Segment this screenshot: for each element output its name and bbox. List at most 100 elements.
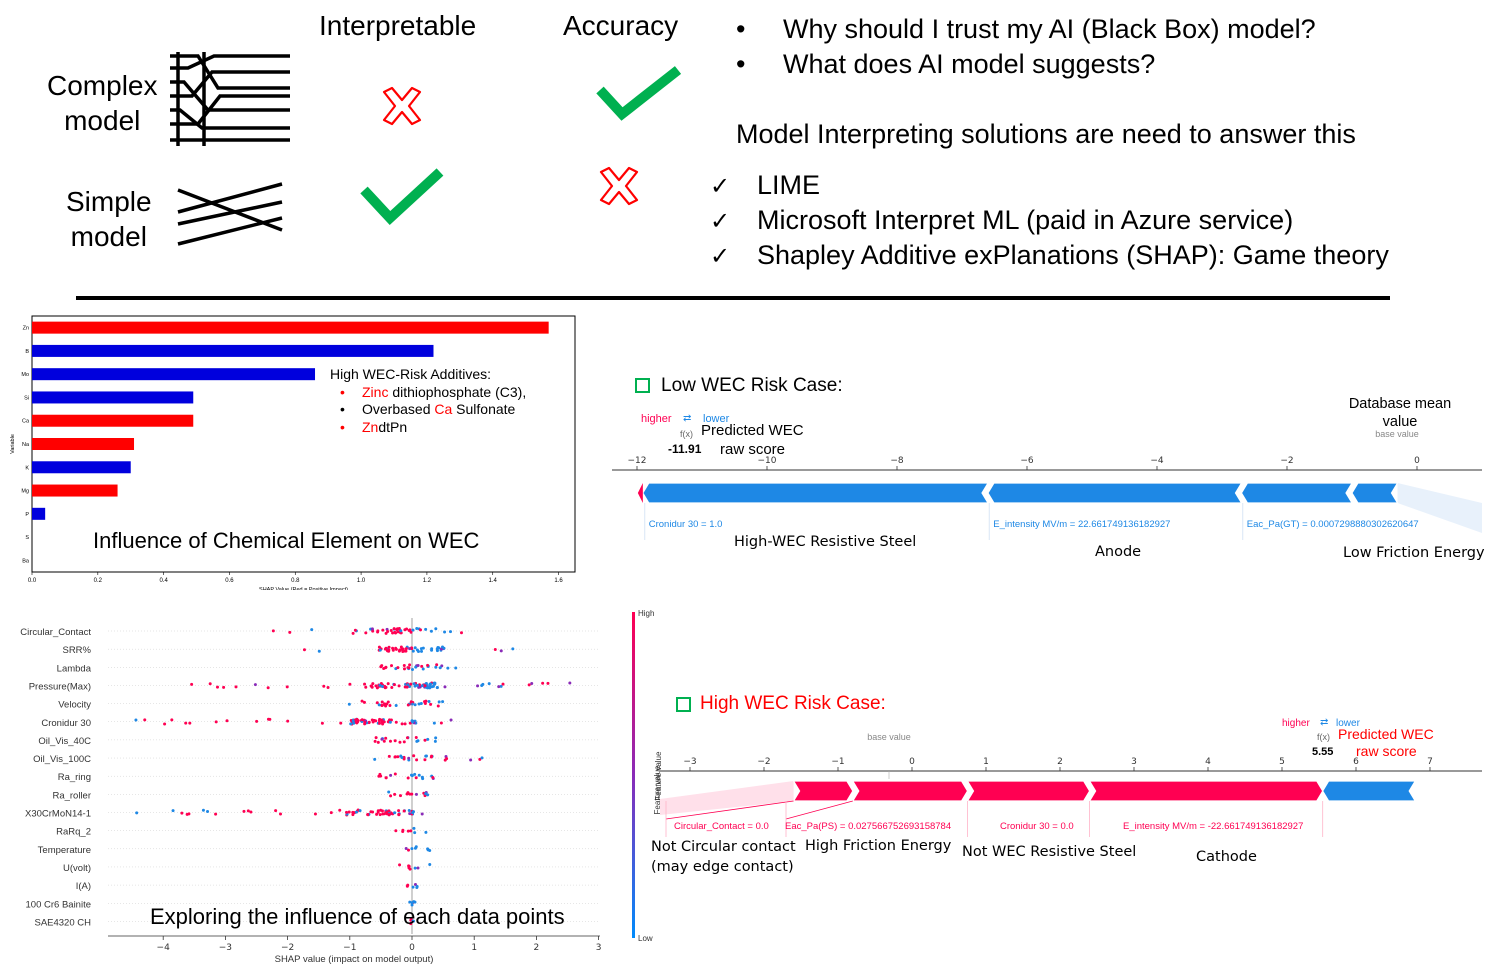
shap-point <box>380 737 384 741</box>
shap-point <box>397 813 401 817</box>
shap-point <box>407 808 411 812</box>
bar <box>32 368 316 381</box>
feature-label: Circular_Contact = 0.0 <box>674 821 769 832</box>
shap-point <box>414 776 418 780</box>
beeswarm-tick-label: −4 <box>157 943 171 953</box>
force-segment <box>987 482 1243 504</box>
feature-name: SAE4320 CH <box>34 917 91 928</box>
shap-point <box>446 666 450 670</box>
shap-point <box>423 758 427 762</box>
force-segment <box>792 780 854 802</box>
shap-point <box>394 829 398 833</box>
shap-point <box>424 792 428 796</box>
beeswarm-x-label: SHAP value (impact on model output) <box>275 954 434 965</box>
force-tick-label: 6 <box>1353 757 1359 767</box>
force-tick-label: −10 <box>758 456 777 466</box>
feature-name: Ra_roller <box>52 790 91 801</box>
y-tick-label: Mg <box>21 489 29 495</box>
shap-point <box>420 812 424 816</box>
shap-point <box>274 809 278 813</box>
shap-point <box>383 684 387 688</box>
shap-point <box>389 794 393 798</box>
shap-point <box>206 809 210 813</box>
check-mark-icon: ✓ <box>710 243 731 270</box>
low-case-checkbox-icon <box>635 378 650 393</box>
shap-point <box>322 684 326 688</box>
shap-point <box>405 792 409 796</box>
shap-point <box>436 704 440 708</box>
shap-point <box>413 684 417 688</box>
shap-point <box>353 628 357 632</box>
shap-point <box>407 666 411 670</box>
shap-point <box>374 684 378 688</box>
shap-point <box>383 812 387 816</box>
shap-point <box>225 719 229 723</box>
colorbar-label: Feature value <box>654 751 663 800</box>
shap-point <box>351 813 355 817</box>
force-segment <box>642 482 990 504</box>
shap-point <box>384 736 388 740</box>
shap-point <box>487 682 491 686</box>
shap-point <box>347 702 351 706</box>
shap-point <box>360 718 364 722</box>
shap-point <box>411 919 415 923</box>
shap-point <box>409 630 413 634</box>
shap-point <box>380 809 384 813</box>
shap-point <box>388 704 392 708</box>
shap-point <box>366 813 370 817</box>
complex-model-line2: model <box>64 105 141 136</box>
shap-point <box>387 754 391 758</box>
shap-point <box>414 665 418 669</box>
shap-point <box>401 830 405 834</box>
low-risk-force-plot: −12 −10 −8 −6 −4 −2 0 higher ⇄ lower f(x) Predicted… <box>612 396 1485 561</box>
question-bullet-2: • <box>736 49 746 79</box>
shap-point <box>434 665 438 669</box>
shap-point <box>423 738 427 742</box>
legend-text: dithiophosphate (C3), <box>388 383 527 400</box>
shap-point <box>432 721 436 725</box>
shap-point <box>411 720 415 724</box>
force-tick-label: 3 <box>1131 757 1137 767</box>
shap-point <box>400 755 404 759</box>
shap-point <box>454 666 458 670</box>
shap-point <box>409 682 413 686</box>
shap-point <box>386 682 390 686</box>
shap-point <box>185 812 189 816</box>
y-tick-label: K <box>25 465 29 471</box>
shap-point <box>364 631 368 635</box>
shap-point <box>385 702 389 706</box>
shap-point <box>188 721 192 725</box>
bar-legend-item: • Zinc dithiophosphate (C3), <box>340 384 526 402</box>
shap-point <box>370 718 374 722</box>
shap-point <box>419 647 423 651</box>
shap-point <box>411 811 415 815</box>
shap-point <box>426 847 430 851</box>
shap-point <box>184 721 188 725</box>
shap-point <box>414 736 418 740</box>
shap-point <box>392 683 396 687</box>
shap-point <box>214 720 218 724</box>
shap-point <box>398 863 402 867</box>
shap-point <box>420 664 424 668</box>
shap-point <box>143 718 147 722</box>
shap-point <box>426 686 430 690</box>
check-icon <box>596 66 682 121</box>
bar-legend-item: • Overbased Ca Sulfonate <box>340 401 526 419</box>
shap-point <box>387 809 391 813</box>
shap-point <box>384 776 388 780</box>
shap-point <box>402 664 406 668</box>
force-tick-label: 0 <box>909 757 915 767</box>
force-tick-label: 2 <box>1057 757 1063 767</box>
high-risk-force-plot: −3 −2 −1 0 1 2 3 4 5 6 7 base value higher ⇄ lower f(x)… <box>651 717 1482 875</box>
force-tick-label: −3 <box>683 757 696 767</box>
x-tick-label: 0.6 <box>225 578 234 584</box>
feature-label: E_intensity MV/m = 22.661749136182927 <box>993 519 1170 530</box>
bar <box>32 321 549 334</box>
shap-point <box>419 628 423 632</box>
complex-model-line1: Complex <box>47 70 158 101</box>
force-tick-label: 5 <box>1279 757 1285 767</box>
shap-point <box>398 740 402 744</box>
shap-point <box>411 649 415 653</box>
shap-point <box>377 721 381 725</box>
force-tick-label: 1 <box>983 757 989 767</box>
